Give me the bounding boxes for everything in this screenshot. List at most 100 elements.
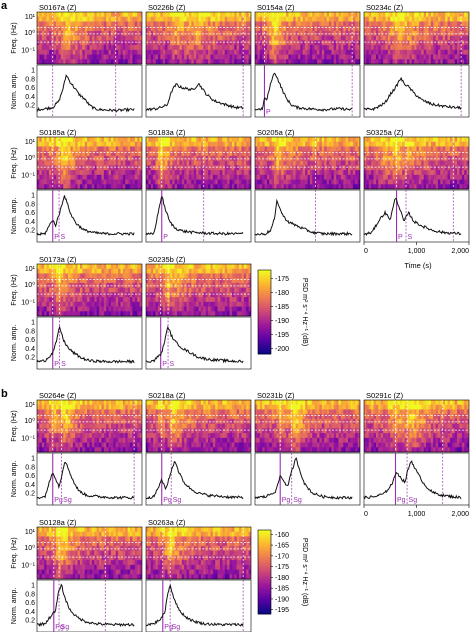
- station-panel: S0325a (Z) P S 0 1,000 2,000: [363, 128, 470, 255]
- freq-tick-label: 10¹: [25, 14, 36, 21]
- pick-label: P: [54, 361, 59, 368]
- spectrogram: [146, 264, 251, 316]
- amp-tick-label: 0.4: [25, 609, 35, 616]
- station-title: S0325a (Z): [366, 128, 404, 137]
- time-tick-label: 1,000: [408, 511, 426, 518]
- pick-label: P: [162, 361, 167, 368]
- pick-label: Sg: [63, 497, 72, 504]
- amplitude-axes: [254, 452, 361, 506]
- spectrogram: [364, 400, 469, 452]
- station-panel: S0183a (Z) P: [145, 128, 252, 243]
- spectrogram: [37, 400, 142, 452]
- colorbar: -175 -180 -185 -190 -195 -200 PSD m² s⁻⁴ Hz⁻¹ …: [257, 269, 308, 355]
- station-title: S0231b (Z): [257, 391, 295, 400]
- freq-tick-label: 10⁰: [24, 281, 35, 289]
- freq-tick-label: 10¹: [25, 529, 36, 536]
- amp-tick-label: 0.8: [25, 76, 35, 83]
- amplitude-trace: [36, 74, 135, 113]
- colorbar-tick-label: -180: [275, 290, 289, 297]
- spectrogram: [255, 400, 360, 452]
- spectrogram: [364, 137, 469, 189]
- colorbar-tick-label: -190: [275, 596, 289, 603]
- time-tick-label: 0: [364, 248, 368, 255]
- amp-tick-label: 0.6: [25, 600, 35, 607]
- freq-axis-label: Freq. (Hz): [11, 147, 18, 179]
- station-panel: S0234c (Z): [363, 3, 470, 118]
- freq-axis-label: Freq. (Hz): [11, 22, 18, 54]
- pick-label: S: [61, 361, 66, 368]
- amplitude-axes: [363, 64, 470, 118]
- amp-tick-label: 1: [31, 456, 35, 463]
- freq-tick-label: 10⁻¹: [21, 299, 35, 306]
- amp-axis-label: Norm. amp.: [11, 325, 18, 362]
- amp-axis-label: Norm. amp.: [11, 461, 18, 498]
- amp-tick-label: 0.2: [25, 491, 35, 498]
- freq-tick-label: 10¹: [25, 402, 36, 409]
- colorbar-label: PSD m² s⁻⁴ Hz⁻¹ (dB): [301, 538, 308, 606]
- station-title: S0291c (Z): [366, 391, 404, 400]
- amp-tick-label: 0.8: [25, 201, 35, 208]
- station-title: S0218a (Z): [148, 391, 186, 400]
- time-axis-label: Time (s): [404, 261, 432, 270]
- colorbar-tick-label: -180: [275, 575, 289, 582]
- pick-label: Pg: [163, 497, 172, 504]
- pick-label: Pg: [397, 497, 406, 504]
- time-tick-label: 0: [364, 511, 368, 518]
- station-title: S0128a (Z): [39, 518, 77, 527]
- pick-label: Pg: [282, 497, 291, 504]
- time-tick-label: 2,000: [451, 511, 469, 518]
- amplitude-trace: [145, 196, 244, 236]
- pick-label: Pg: [54, 497, 63, 504]
- station-title: S0235b (Z): [148, 255, 186, 264]
- colorbar-label: PSD m² s⁻⁴ Hz⁻¹ (dB): [301, 278, 308, 346]
- pick-label: Pg: [164, 624, 173, 631]
- colorbar-tick-label: -185: [275, 304, 289, 311]
- amp-tick-label: 0.4: [25, 94, 35, 101]
- amplitude-trace: [254, 198, 353, 237]
- amp-tick-label: 0.6: [25, 210, 35, 217]
- station-panel: S0154a (Z) P: [254, 3, 361, 118]
- spectrogram: [37, 527, 142, 579]
- pick-label: Sg: [409, 497, 418, 504]
- pick-label: S: [61, 234, 66, 241]
- amp-tick-label: 0.4: [25, 219, 35, 226]
- spectrogram: [146, 137, 251, 189]
- station-title: S0234c (Z): [366, 3, 404, 12]
- station-panel: S0226b (Z): [145, 3, 252, 118]
- pick-label: Sg: [61, 624, 70, 631]
- time-tick-label: 2,000: [451, 248, 469, 255]
- amplitude-axes: [145, 316, 252, 370]
- station-title: S0205a (Z): [257, 128, 295, 137]
- pick-label: Sg: [173, 497, 182, 504]
- spectrogram: [37, 12, 142, 64]
- amplitude-trace: [145, 460, 244, 500]
- amp-tick-label: 0.2: [25, 355, 35, 362]
- pick-label: Sg: [293, 497, 302, 504]
- pick-label: P: [266, 109, 271, 116]
- amp-tick-label: 0.4: [25, 482, 35, 489]
- amp-tick-label: 0.6: [25, 337, 35, 344]
- amplitude-trace: [363, 460, 462, 500]
- amplitude-trace: [36, 325, 135, 365]
- amplitude-trace: [254, 72, 353, 112]
- colorbar: -160 -165 -170 -175 -180 -185 -190 -195 PSD m² s…: [257, 529, 308, 615]
- spectrogram: [146, 12, 251, 64]
- station-title: S0264e (Z): [39, 391, 77, 400]
- amp-tick-label: 0.4: [25, 346, 35, 353]
- freq-tick-label: 10⁰: [24, 417, 35, 425]
- amp-tick-label: 0.2: [25, 103, 35, 110]
- amp-tick-label: 0.6: [25, 473, 35, 480]
- spectrogram: [146, 400, 251, 452]
- station-panel: S0235b (Z) P S: [145, 255, 252, 370]
- freq-tick-label: 10¹: [25, 139, 36, 146]
- amplitude-trace: [36, 583, 135, 628]
- station-title: S0167a (Z): [39, 3, 77, 12]
- station-panel: S0291c (Z) Pg Sg 0 1,000 2,000: [363, 391, 470, 518]
- colorbar-tick-label: -195: [275, 332, 289, 339]
- station-panel: S0218a (Z) Pg Sg: [145, 391, 252, 506]
- amp-axis-label: Norm. amp.: [11, 588, 18, 625]
